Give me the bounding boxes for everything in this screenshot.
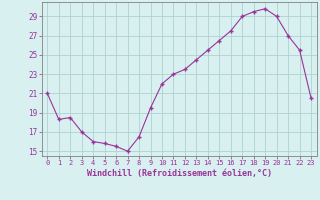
- X-axis label: Windchill (Refroidissement éolien,°C): Windchill (Refroidissement éolien,°C): [87, 169, 272, 178]
